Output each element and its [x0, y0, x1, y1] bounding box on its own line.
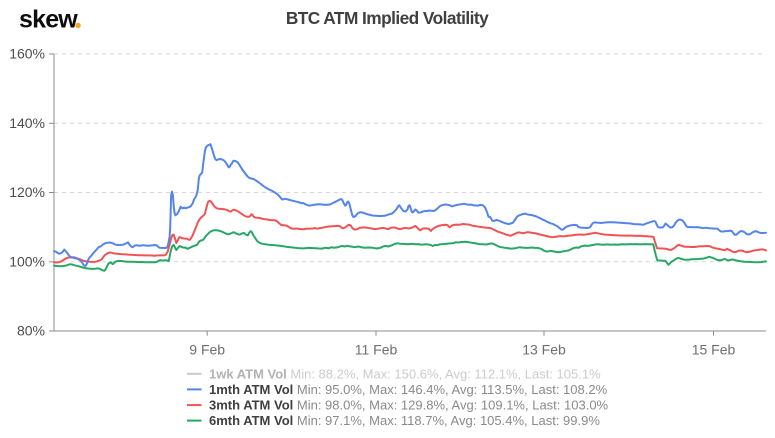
svg-text:100%: 100% — [9, 253, 45, 269]
svg-text:160%: 160% — [9, 46, 45, 62]
svg-text:11 Feb: 11 Feb — [355, 342, 398, 358]
svg-text:120%: 120% — [9, 184, 45, 200]
svg-text:3mth ATM Vol Min: 98.0%, Max:: 3mth ATM Vol Min: 98.0%, Max: 129.8%, Av… — [209, 398, 609, 413]
svg-text:80%: 80% — [17, 323, 45, 339]
svg-text:skew: skew — [19, 6, 78, 34]
svg-text:9 Feb: 9 Feb — [189, 342, 225, 358]
svg-text:140%: 140% — [9, 115, 45, 131]
svg-text:1mth ATM Vol Min: 95.0%, Max:: 1mth ATM Vol Min: 95.0%, Max: 146.4%, Av… — [209, 382, 608, 397]
svg-text:6mth ATM Vol Min: 97.1%, Max:: 6mth ATM Vol Min: 97.1%, Max: 118.7%, Av… — [209, 413, 600, 428]
svg-text:1wk ATM Vol Min: 88.2%, Max: 1: 1wk ATM Vol Min: 88.2%, Max: 150.6%, Avg… — [209, 366, 601, 381]
svg-text:15 Feb: 15 Feb — [692, 342, 736, 358]
svg-text:13 Feb: 13 Feb — [522, 342, 566, 358]
svg-text:BTC ATM Implied Volatility: BTC ATM Implied Volatility — [286, 8, 489, 28]
